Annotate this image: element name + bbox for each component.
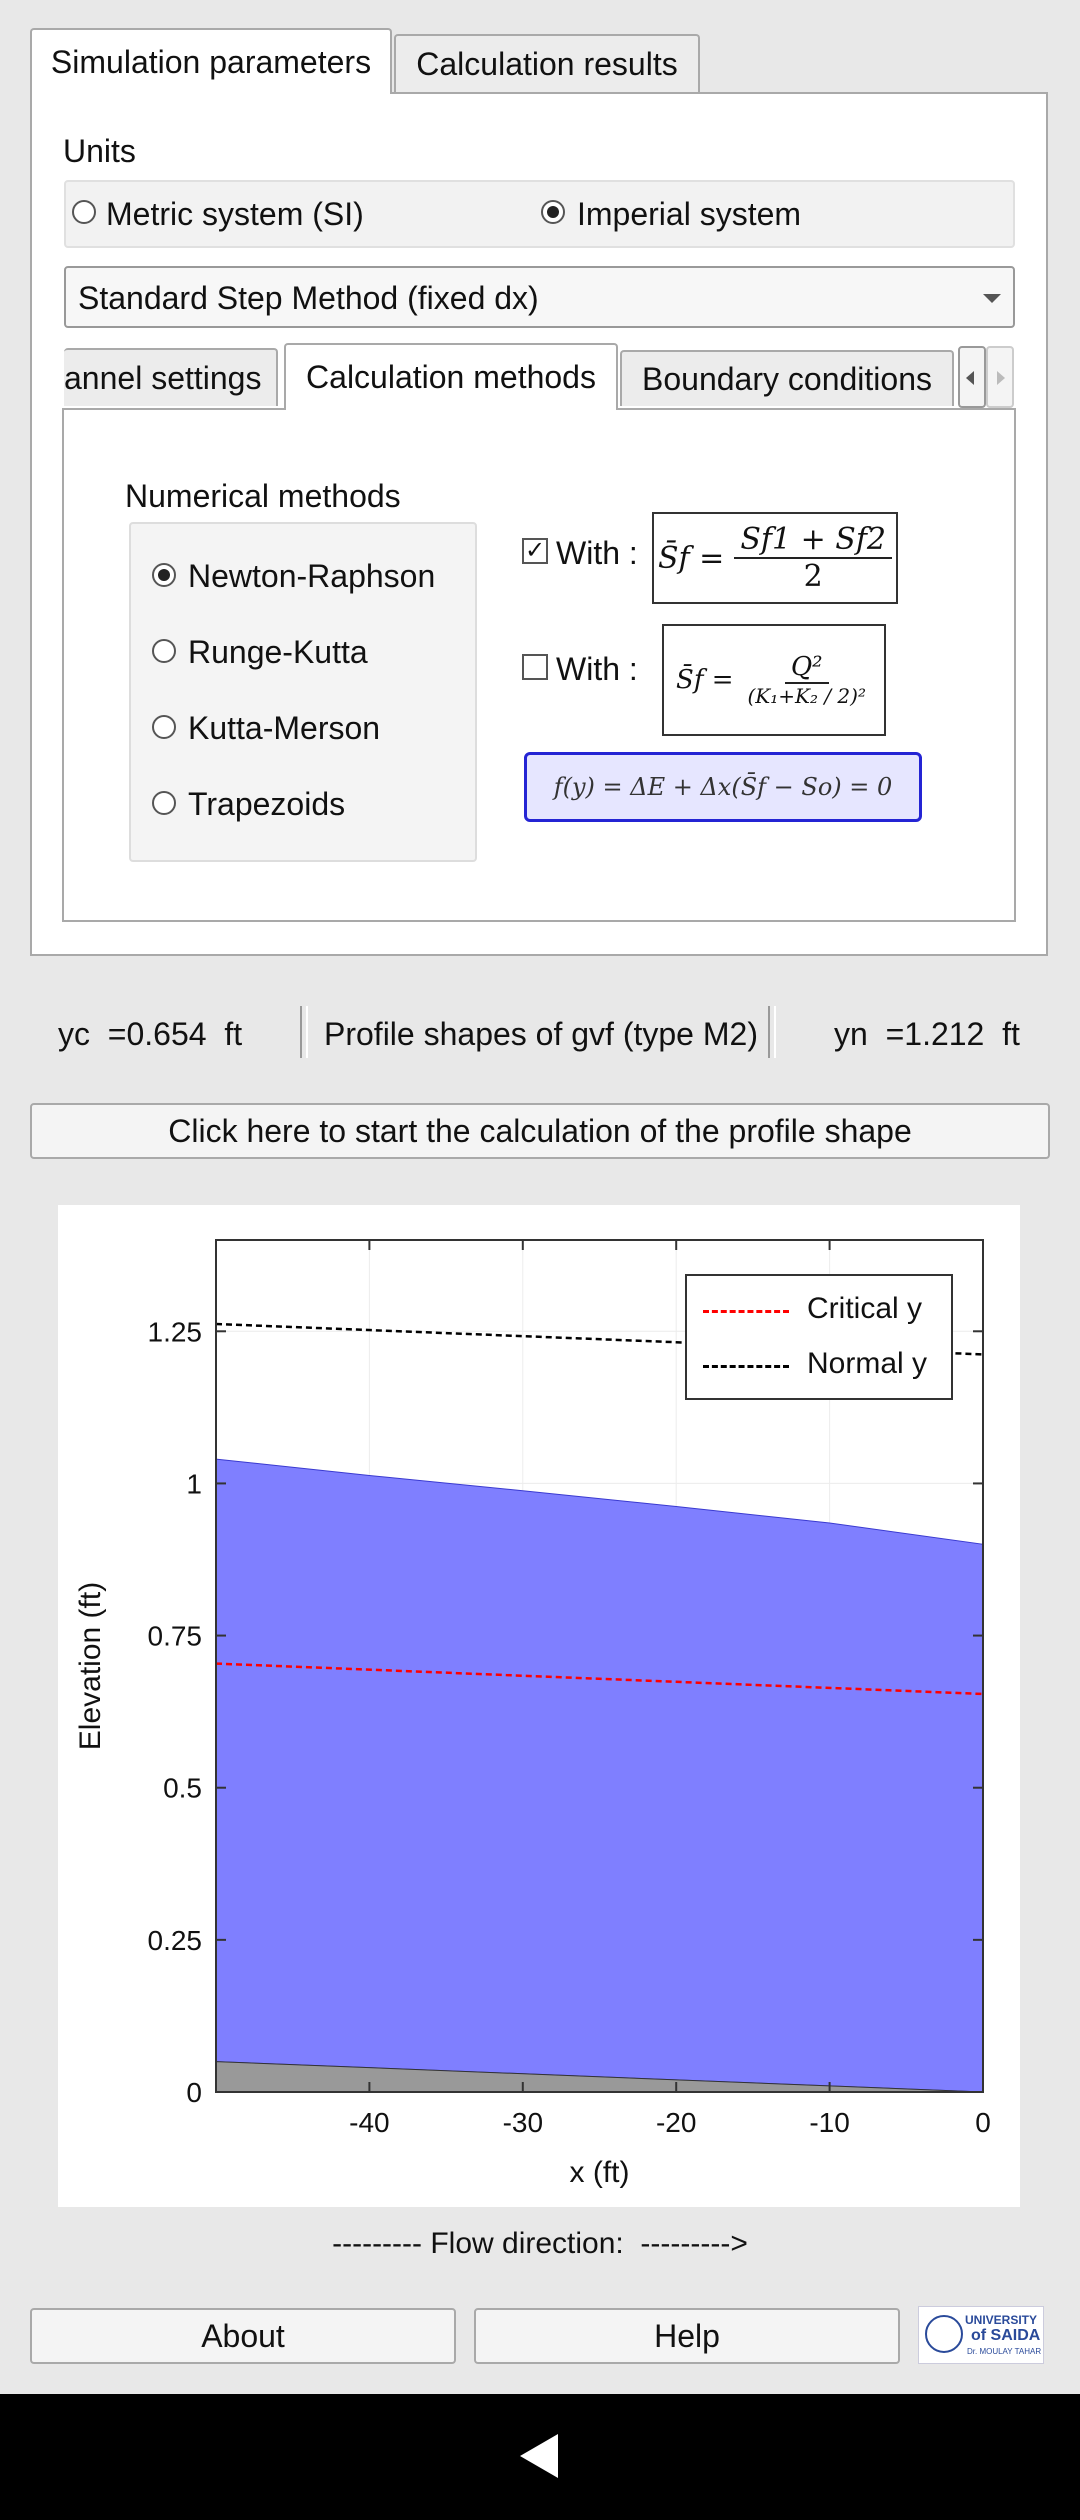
trapezoids-label[interactable]: Trapezoids: [188, 786, 346, 822]
y-axis-label: Elevation (ft): [74, 1582, 107, 1750]
series-line: [215, 1662, 984, 1696]
y-tick-label: 0: [186, 2077, 202, 2108]
logo-text-line1: UNIVERSITY: [965, 2313, 1038, 2327]
tab-boundary-conditions-label: Boundary conditions: [642, 360, 932, 397]
metric-label[interactable]: Metric system (SI): [106, 196, 364, 232]
formula2-numerator: Q²: [784, 652, 829, 684]
formula2-lhs: S̄f =: [676, 665, 734, 695]
help-label: Help: [654, 2317, 720, 2354]
legend-normal-label: Normal y: [807, 1347, 928, 1380]
trapezoids-radio[interactable]: [152, 791, 176, 815]
tab-calculation-methods[interactable]: Calculation methods: [284, 343, 618, 410]
units-group: [64, 180, 1015, 248]
chevron-right-icon: [997, 371, 1005, 385]
runge-kutta-label[interactable]: Runge-Kutta: [188, 634, 368, 670]
tab-scroll-right-button[interactable]: [986, 346, 1014, 408]
newton-raphson-radio[interactable]: [152, 563, 176, 587]
numerical-methods-group: [129, 522, 477, 862]
water-area: [215, 1458, 984, 2093]
x-tick-label: -10: [809, 2107, 849, 2138]
start-calculation-button[interactable]: Click here to start the calculation of t…: [30, 1103, 1050, 1159]
formula2-box: S̄f = Q² (K₁+K₂ / 2)²: [662, 624, 886, 736]
tab-calculation-results-label: Calculation results: [416, 45, 678, 82]
tab-scroll-left-button[interactable]: [958, 346, 986, 408]
profile-chart: -40 -30 -20 -10 0 0 0.25 0.5 0.75 1 1.25 x (ft) Elev…: [74, 1239, 991, 2189]
y-tick-label: 0.25: [148, 1925, 203, 1956]
start-calculation-label: Click here to start the calculation of t…: [168, 1112, 912, 1149]
legend-critical-label: Critical y: [807, 1292, 923, 1325]
x-tick-label: -40: [349, 2107, 389, 2138]
newton-raphson-label[interactable]: Newton-Raphson: [188, 558, 436, 594]
tab-simulation-parameters-label: Simulation parameters: [50, 43, 372, 80]
legend-critical-swatch: [703, 1310, 789, 1313]
logo-text-line3: Dr. MOULAY TAHAR: [967, 2347, 1042, 2356]
chevron-left-icon: [966, 371, 974, 385]
formula2-with-label: With :: [556, 651, 638, 687]
legend-normal-swatch: [703, 1365, 789, 1368]
tab-calculation-results[interactable]: Calculation results: [394, 34, 700, 92]
about-label: About: [201, 2317, 285, 2354]
kutta-merson-label[interactable]: Kutta-Merson: [188, 710, 381, 746]
x-axis-label: x (ft): [570, 2156, 630, 2189]
system-nav-bar: [0, 2394, 1080, 2520]
formula2-denominator: (K₁+K₂ / 2)²: [747, 684, 866, 708]
chart-legend: Critical y Normal y: [685, 1274, 953, 1400]
series-line: [215, 1322, 984, 1356]
x-tick-label: -30: [503, 2107, 543, 2138]
tab-boundary-conditions[interactable]: Boundary conditions: [620, 350, 954, 406]
x-tick-label: 0: [975, 2107, 991, 2138]
tab-calculation-methods-label: Calculation methods: [306, 359, 596, 395]
logo-emblem-icon: [925, 2315, 963, 2353]
numerical-methods-label: Numerical methods: [125, 478, 401, 514]
units-label: Units: [63, 133, 136, 169]
equation-text: f(y) = ΔE + Δx(S̄f − So) = 0: [553, 773, 893, 801]
formula1-denominator: 2: [803, 559, 823, 594]
divider: [300, 1006, 308, 1058]
y-tick-label: 0.75: [148, 1621, 203, 1652]
chevron-down-icon: [983, 294, 1001, 303]
about-button[interactable]: About: [30, 2308, 456, 2364]
tab-channel-settings[interactable]: annel settings: [64, 348, 278, 406]
imperial-radio[interactable]: [541, 200, 565, 224]
help-button[interactable]: Help: [474, 2308, 900, 2364]
profile-shape-label: Profile shapes of gvf (type M2): [324, 1016, 758, 1052]
flow-direction-label: --------- Flow direction: --------->: [332, 2227, 748, 2260]
method-select-value: Standard Step Method (fixed dx): [78, 280, 539, 316]
x-tick-label: -20: [656, 2107, 696, 2138]
plot-frame: [215, 1239, 984, 2093]
logo-text-line2: of SAIDA: [971, 2327, 1041, 2344]
university-logo[interactable]: UNIVERSITY of SAIDA Dr. MOULAY TAHAR: [918, 2306, 1044, 2364]
kutta-merson-radio[interactable]: [152, 715, 176, 739]
imperial-label[interactable]: Imperial system: [577, 196, 802, 232]
divider: [768, 1006, 776, 1058]
formula1-checkbox[interactable]: ✓: [522, 538, 548, 564]
runge-kutta-radio[interactable]: [152, 639, 176, 663]
formula1-box: S̄f = Sf1 + Sf2 2: [652, 512, 898, 604]
metric-radio[interactable]: [72, 200, 96, 224]
formula2-checkbox[interactable]: [522, 654, 548, 680]
back-icon[interactable]: [520, 2434, 558, 2478]
tab-simulation-parameters[interactable]: Simulation parameters: [30, 28, 392, 94]
tab-channel-settings-label: annel settings: [64, 359, 262, 396]
critical-depth-value: yc =0.654 ft: [58, 1016, 243, 1052]
formula1-numerator: Sf1 + Sf2: [734, 522, 893, 559]
method-select[interactable]: Standard Step Method (fixed dx): [64, 266, 1015, 328]
y-tick-label: 1: [186, 1468, 202, 1499]
y-tick-label: 1.25: [148, 1316, 203, 1347]
formula1-lhs: S̄f =: [657, 540, 725, 576]
formula1-with-label: With :: [556, 535, 638, 571]
normal-depth-value: yn =1.212 ft: [834, 1016, 1020, 1052]
y-tick-label: 0.5: [163, 1773, 202, 1804]
equation-button[interactable]: f(y) = ΔE + Δx(S̄f − So) = 0: [524, 752, 922, 822]
chart-area: -40 -30 -20 -10 0 0 0.25 0.5 0.75 1 1.25 x (ft) Elev…: [58, 1205, 1020, 2207]
